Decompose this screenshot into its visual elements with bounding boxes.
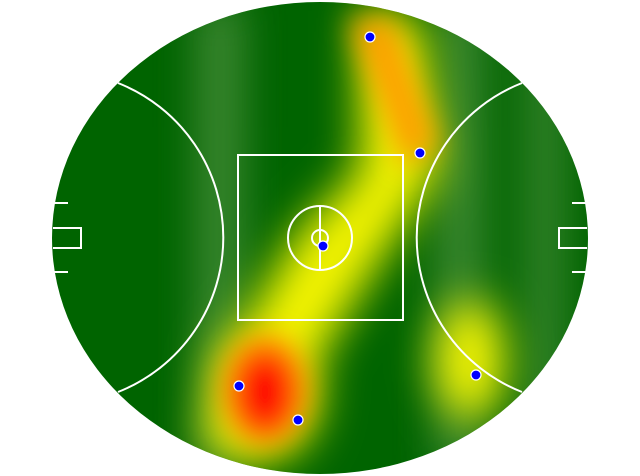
point — [317, 240, 329, 252]
point — [233, 380, 245, 392]
point — [414, 147, 426, 159]
field-lines — [53, 82, 587, 393]
point — [470, 369, 482, 381]
point — [292, 414, 304, 426]
point — [364, 31, 376, 43]
